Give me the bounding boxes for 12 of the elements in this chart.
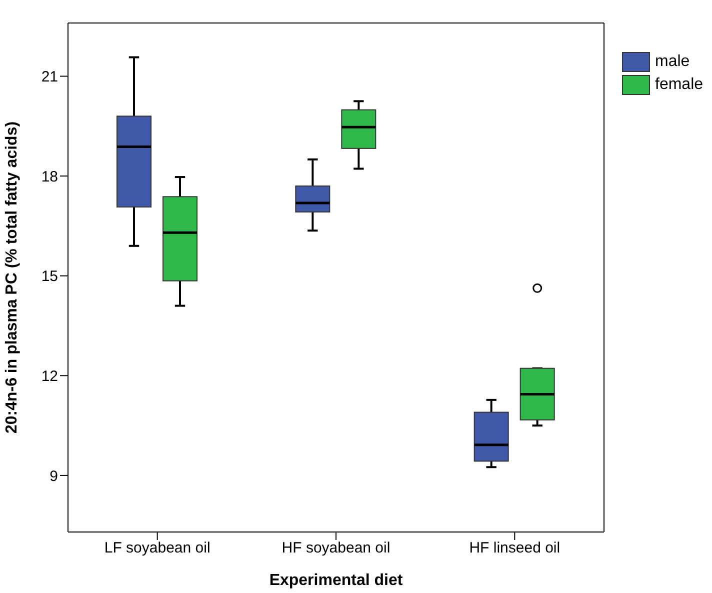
legend-label: male	[655, 52, 690, 70]
y-axis-title: 20:4n-6 in plasma PC (% total fatty acids)	[4, 121, 21, 434]
y-tick-label: 18	[41, 168, 58, 186]
x-tick-label: HF linseed oil	[469, 540, 560, 557]
y-tick-label: 15	[41, 268, 58, 286]
y-tick-label: 9	[50, 468, 58, 485]
y-tick-label: 21	[41, 68, 58, 86]
y-tick-label: 12	[41, 368, 58, 385]
x-tick-label: HF soyabean oil	[282, 540, 390, 557]
x-axis-title: Experimental diet	[269, 572, 404, 589]
x-tick-label: LF soyabean oil	[104, 540, 210, 557]
legend-label: female	[655, 76, 704, 94]
